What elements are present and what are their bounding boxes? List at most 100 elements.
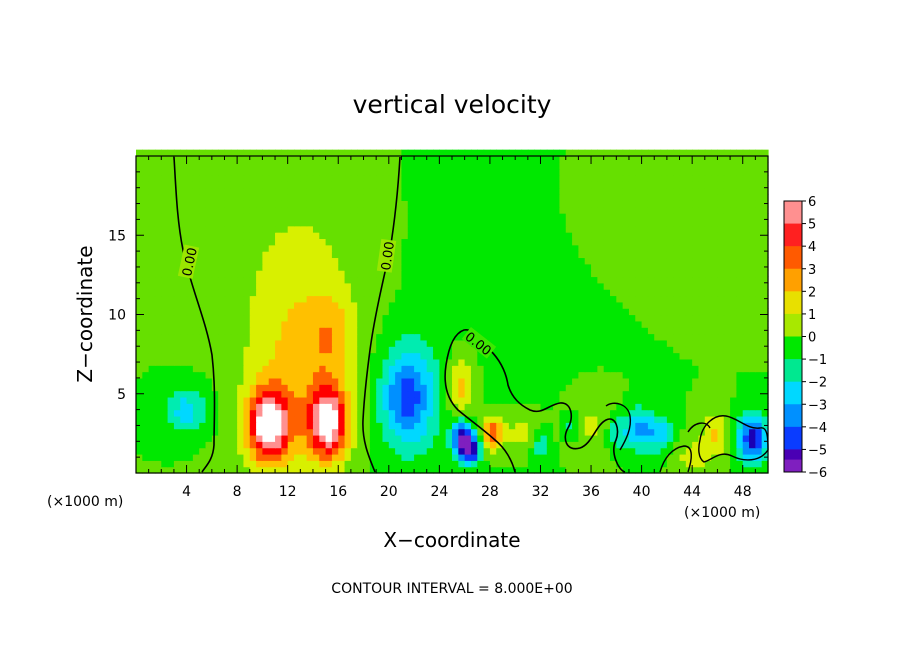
field-cell — [521, 206, 529, 214]
field-cell — [470, 263, 478, 271]
field-cell — [616, 396, 624, 404]
field-cell — [496, 168, 504, 176]
field-cell — [452, 257, 459, 265]
field-cell — [534, 377, 542, 385]
field-cell — [445, 263, 453, 271]
field-cell — [565, 295, 573, 303]
field-cell — [426, 219, 434, 227]
field-cell — [420, 200, 428, 208]
field-cell — [591, 282, 598, 290]
field-cell — [388, 403, 396, 411]
field-cell — [610, 327, 617, 335]
field-cell — [344, 358, 352, 366]
field-cell — [635, 213, 643, 220]
field-cell — [755, 200, 763, 208]
field-cell — [199, 244, 207, 252]
field-cell — [382, 289, 390, 297]
field-cell — [167, 320, 175, 328]
field-cell — [433, 352, 440, 360]
field-cell — [420, 365, 428, 373]
field-cell — [641, 308, 649, 316]
field-cell — [350, 276, 358, 284]
field-cell — [711, 301, 719, 309]
field-cell — [186, 314, 194, 322]
field-cell — [407, 219, 415, 227]
field-cell — [641, 371, 649, 379]
field-cell — [717, 225, 725, 233]
field-cell — [508, 257, 516, 265]
field-cell — [730, 181, 737, 189]
field-cell — [521, 466, 529, 474]
field-cell — [445, 244, 453, 252]
field-cell — [527, 219, 535, 227]
field-cell — [262, 168, 270, 176]
field-cell — [281, 460, 289, 468]
field-cell — [136, 447, 143, 455]
field-cell — [736, 365, 744, 373]
field-cell — [527, 365, 535, 373]
field-cell — [243, 390, 251, 398]
field-cell — [218, 460, 226, 468]
field-cell — [186, 200, 194, 208]
field-cell — [319, 213, 327, 220]
field-cell — [483, 232, 491, 240]
field-cell — [698, 213, 706, 220]
field-cell — [660, 377, 668, 385]
field-cell — [445, 358, 453, 366]
field-cell — [749, 428, 756, 436]
field-cell — [578, 181, 586, 189]
field-cell — [540, 434, 548, 442]
field-cell — [647, 346, 655, 354]
field-cell — [723, 377, 731, 385]
field-cell — [628, 434, 636, 442]
field-cell — [572, 251, 579, 259]
field-cell — [540, 187, 548, 195]
field-cell — [736, 162, 744, 170]
field-cell — [597, 422, 605, 430]
field-cell — [603, 162, 611, 170]
field-cell — [180, 428, 188, 436]
field-cell — [148, 358, 156, 366]
field-cell — [167, 289, 175, 297]
field-cell — [401, 428, 409, 436]
field-cell — [300, 409, 308, 417]
field-cell — [458, 200, 466, 208]
field-cell — [483, 200, 491, 208]
field-cell — [515, 238, 523, 246]
field-cell — [685, 409, 693, 417]
field-cell — [401, 200, 409, 208]
field-cell — [673, 282, 681, 290]
field-cell — [698, 384, 706, 392]
field-cell — [192, 396, 200, 404]
field-cell — [628, 257, 636, 265]
field-cell — [306, 251, 314, 259]
field-cell — [565, 377, 573, 385]
field-cell — [723, 232, 731, 240]
field-cell — [161, 384, 169, 392]
field-cell — [723, 162, 731, 170]
field-cell — [565, 415, 573, 423]
field-cell — [161, 194, 169, 201]
field-cell — [540, 396, 548, 404]
field-cell — [338, 333, 346, 341]
field-cell — [331, 308, 339, 316]
field-cell — [749, 434, 756, 442]
field-cell — [470, 295, 478, 303]
field-cell — [742, 352, 750, 360]
field-cell — [338, 466, 346, 474]
field-cell — [660, 327, 668, 335]
field-cell — [420, 390, 428, 398]
field-cell — [717, 251, 725, 259]
field-cell — [591, 194, 598, 201]
field-cell — [591, 238, 598, 246]
field-cell — [502, 181, 510, 189]
field-cell — [489, 308, 497, 316]
field-cell — [382, 270, 390, 278]
field-cell — [616, 251, 624, 259]
field-cell — [622, 168, 630, 176]
field-cell — [161, 251, 169, 259]
field-cell — [350, 314, 358, 322]
field-cell — [224, 219, 232, 227]
field-cell — [742, 175, 750, 182]
field-cell — [489, 460, 497, 468]
